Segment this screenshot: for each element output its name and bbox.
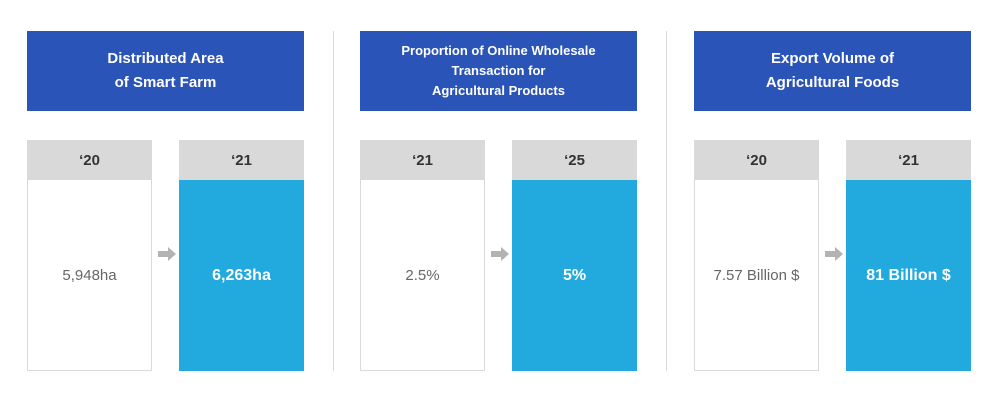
value-label: 5% [512,180,637,371]
value-label: 81 Billion $ [846,180,971,371]
comparison-before-column: ‘20 7.57 Billion $ [694,140,819,371]
year-label: ‘25 [512,140,637,180]
right-arrow-icon [158,247,176,261]
panel-divider [333,31,334,371]
panel-title: Proportion of Online Wholesale Transacti… [360,31,637,111]
right-arrow-icon [825,247,843,261]
year-label: ‘21 [846,140,971,180]
panel-online-wholesale: Proportion of Online Wholesale Transacti… [360,0,638,400]
panel-divider [666,31,667,371]
year-label: ‘20 [694,140,819,180]
year-label: ‘21 [360,140,485,180]
panel-export-volume: Export Volume of Agricultural Foods ‘20 … [694,0,972,400]
panel-title: Export Volume of Agricultural Foods [694,31,971,111]
panel-title: Distributed Area of Smart Farm [27,31,304,111]
comparison-after-column: ‘21 81 Billion $ [846,140,971,371]
value-label: 7.57 Billion $ [694,180,819,371]
year-label: ‘21 [179,140,304,180]
comparison-after-column: ‘21 6,263ha [179,140,304,371]
value-label: 2.5% [360,180,485,371]
comparison-before-column: ‘21 2.5% [360,140,485,371]
comparison-before-column: ‘20 5,948ha [27,140,152,371]
comparison-after-column: ‘25 5% [512,140,637,371]
right-arrow-icon [491,247,509,261]
value-label: 6,263ha [179,180,304,371]
value-label: 5,948ha [27,180,152,371]
panel-smart-farm-area: Distributed Area of Smart Farm ‘20 5,948… [27,0,305,400]
year-label: ‘20 [27,140,152,180]
